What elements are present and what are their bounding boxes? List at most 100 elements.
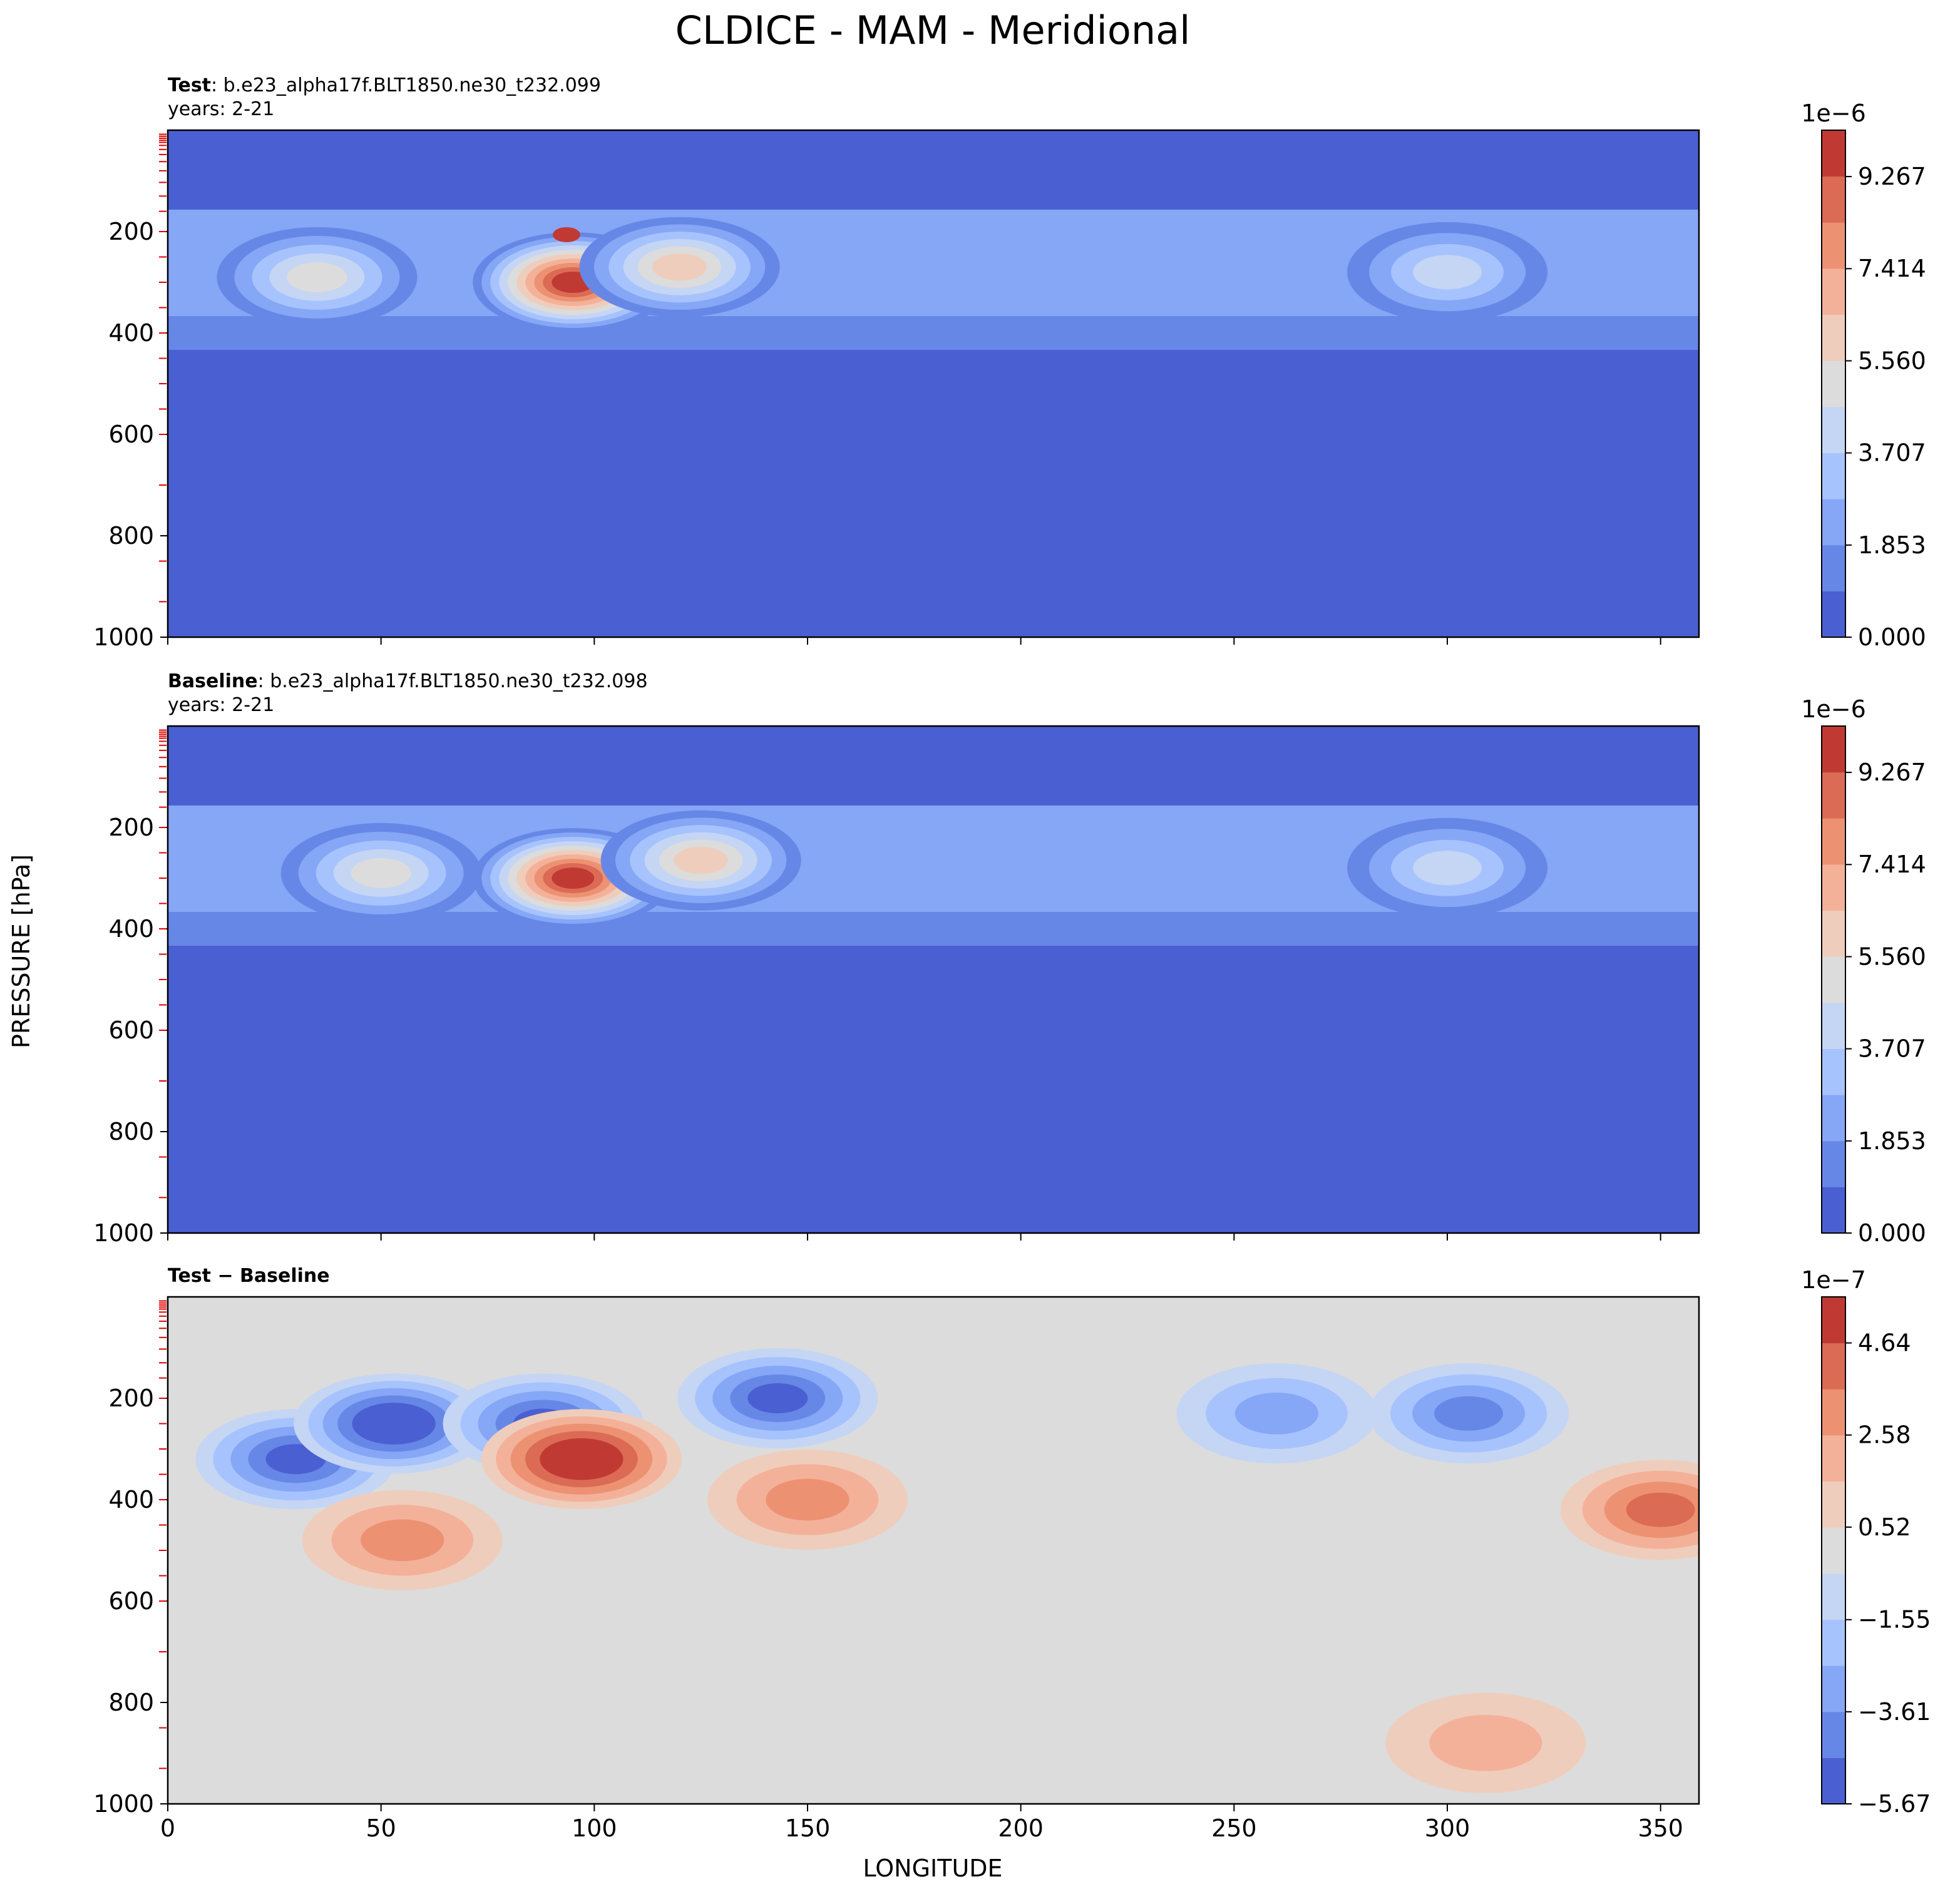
colorbar-level [1822, 1389, 1845, 1436]
panel-label-bold: Baseline [168, 670, 258, 692]
colorbar-level [1822, 545, 1845, 591]
plot-area [168, 130, 1699, 637]
colorbar-frame [1821, 1296, 1846, 1804]
colorbar-tick-label: 0.52 [1858, 1513, 1911, 1541]
contour-neg-anomaly-260E [1176, 1363, 1377, 1464]
y-tick-label: 200 [108, 218, 154, 245]
figure-title: CLDICE - MAM - Meridional [675, 8, 1191, 53]
level-8 [361, 1519, 444, 1562]
contour-upper-level-ice-belt [600, 810, 801, 911]
colorbar-tick-label: −3.61 [1858, 1698, 1931, 1726]
colorbar-level [1822, 1297, 1845, 1344]
y-tick-label: 1000 [93, 623, 154, 651]
colorbar-level [1822, 1527, 1845, 1574]
panel-0: Test: b.e23_alpha17f.BLT1850.ne30_t232.0… [93, 74, 1926, 651]
x-tick-label: 200 [998, 1815, 1044, 1842]
level-5 [351, 857, 411, 888]
level-9 [1626, 1492, 1695, 1527]
contour-pos-anomaly-310E-surface [1385, 1692, 1586, 1793]
y-tick-label: 800 [108, 1689, 154, 1716]
colorbar-level [1822, 453, 1845, 499]
colorbar-tick-label: 0.000 [1858, 623, 1926, 651]
panel-label-case: : b.e23_alpha17f.BLT1850.ne30_t232.098 [258, 670, 648, 692]
colorbar-level [1822, 1711, 1845, 1758]
colorbar-level [1822, 222, 1845, 269]
x-tick-label: 0 [160, 1815, 175, 1842]
x-axis-label: LONGITUDE [863, 1855, 1002, 1882]
colorbar-level [1822, 268, 1845, 315]
x-tick-label: 350 [1638, 1815, 1683, 1842]
y-tick-label: 1000 [93, 1790, 154, 1818]
colorbar-tick-label: 4.64 [1858, 1329, 1911, 1357]
panel-label-case: : b.e23_alpha17f.BLT1850.ne30_t232.099 [211, 74, 601, 96]
colorbar-level [1822, 1187, 1845, 1234]
colorbar-level [1822, 499, 1845, 546]
y-tick-label: 800 [108, 1118, 154, 1145]
y-tick-label: 400 [108, 1486, 154, 1513]
colorbar-tick-label: 5.560 [1858, 347, 1926, 374]
colorbar-tick-label: 7.414 [1858, 255, 1926, 282]
colorbar-level [1822, 176, 1845, 223]
colorbar: −5.67 −3.61 −1.55 0.52 2.58 4.64 1e−7 [1801, 1266, 1931, 1818]
contour-neg-anomaly-55E [294, 1373, 495, 1474]
colorbar-tick-label: 7.414 [1858, 851, 1926, 878]
level-8 [766, 1478, 849, 1521]
y-axis-label: PRESSURE [hPa] [8, 854, 35, 1048]
y-tick-label: 400 [108, 915, 154, 943]
panel-label: Test − Baseline [168, 1265, 330, 1287]
x-tick-label: 100 [572, 1815, 617, 1842]
field-background [168, 726, 1699, 1233]
colorbar-level [1822, 772, 1845, 819]
colorbar-tick-label: 3.707 [1858, 439, 1926, 467]
colorbar-tick-label: 0.000 [1858, 1219, 1926, 1247]
contour-pos-anomaly-350E [1560, 1460, 1699, 1560]
y-tick-label: 600 [108, 421, 154, 448]
colorbar-exponent: 1e−7 [1801, 1266, 1866, 1294]
field-background [168, 130, 1699, 637]
contour-east-maximum [1347, 817, 1548, 918]
y-tick-label: 600 [108, 1587, 154, 1615]
colorbar-level [1822, 361, 1845, 407]
contour-pos-anomaly-97E [481, 1409, 682, 1510]
y-tick-label: 1000 [93, 1219, 154, 1247]
x-tick-label: 300 [1425, 1815, 1470, 1842]
colorbar-level [1822, 910, 1845, 957]
colorbar-level [1822, 1140, 1845, 1187]
contour-pos-anomaly-150E [707, 1450, 908, 1550]
colorbar-tick-label: 3.707 [1858, 1035, 1926, 1063]
colorbar-level [1822, 591, 1845, 638]
level-10 [540, 1438, 623, 1480]
ice-max-core [553, 227, 580, 242]
plot-area [168, 1297, 1699, 1804]
colorbar-level [1822, 1343, 1845, 1390]
colorbar-tick-label: 9.267 [1858, 163, 1926, 190]
axes-frame [167, 725, 1700, 1234]
colorbar: 0.000 1.853 3.707 5.560 7.414 9.267 1e−6 [1801, 100, 1926, 651]
colorbar-level [1822, 1573, 1845, 1620]
contour-pos-anomaly-55E-low [302, 1490, 503, 1590]
contour-upper-level-ice-belt [579, 217, 780, 317]
x-tick-label: 150 [785, 1815, 831, 1842]
colorbar-level [1822, 956, 1845, 1003]
panel-label-bold: Test − Baseline [168, 1265, 330, 1287]
axes-frame [167, 129, 1700, 638]
colorbar-level [1822, 314, 1845, 361]
level-7 [1429, 1714, 1542, 1771]
colorbar-level [1822, 864, 1845, 911]
colorbar-tick-label: −5.67 [1858, 1790, 1931, 1818]
colorbar-level [1822, 1619, 1845, 1666]
level-4 [1413, 851, 1482, 886]
y-tick-label: 800 [108, 522, 154, 550]
y-tick-label: 200 [108, 814, 154, 841]
colorbar-tick-label: 9.267 [1858, 759, 1926, 786]
level-6 [674, 846, 729, 874]
colorbar-tick-label: 5.560 [1858, 943, 1926, 970]
level-0 [265, 1444, 326, 1475]
contour-east-maximum [1347, 222, 1548, 322]
level-4 [1413, 255, 1482, 290]
level-10 [552, 868, 595, 889]
panels: Test: b.e23_alpha17f.BLT1850.ne30_t232.0… [93, 74, 1931, 1842]
colorbar-tick-label: 1.853 [1858, 1127, 1926, 1155]
